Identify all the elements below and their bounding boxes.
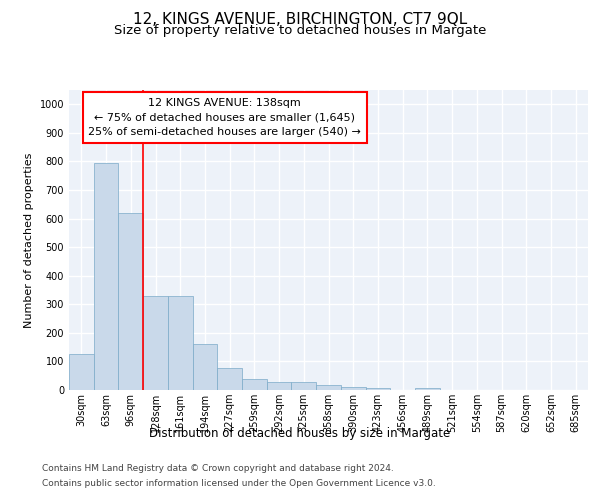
Bar	[118, 213, 143, 390]
Text: 12, KINGS AVENUE, BIRCHINGTON, CT7 9QL: 12, KINGS AVENUE, BIRCHINGTON, CT7 9QL	[133, 12, 467, 28]
Bar	[316, 385, 341, 390]
Text: Distribution of detached houses by size in Margate: Distribution of detached houses by size …	[149, 428, 451, 440]
Bar	[143, 296, 168, 390]
Bar	[267, 382, 292, 390]
Text: Size of property relative to detached houses in Margate: Size of property relative to detached ho…	[114, 24, 486, 37]
Text: 12 KINGS AVENUE: 138sqm
← 75% of detached houses are smaller (1,645)
25% of semi: 12 KINGS AVENUE: 138sqm ← 75% of detache…	[88, 98, 361, 137]
Y-axis label: Number of detached properties: Number of detached properties	[24, 152, 34, 328]
Bar	[292, 382, 316, 390]
Bar	[242, 378, 267, 390]
Bar	[415, 388, 440, 390]
Bar	[168, 296, 193, 390]
Bar	[217, 368, 242, 390]
Bar	[69, 354, 94, 390]
Bar	[193, 344, 217, 390]
Text: Contains HM Land Registry data © Crown copyright and database right 2024.: Contains HM Land Registry data © Crown c…	[42, 464, 394, 473]
Bar	[365, 388, 390, 390]
Bar	[94, 163, 118, 390]
Bar	[341, 387, 365, 390]
Text: Contains public sector information licensed under the Open Government Licence v3: Contains public sector information licen…	[42, 479, 436, 488]
